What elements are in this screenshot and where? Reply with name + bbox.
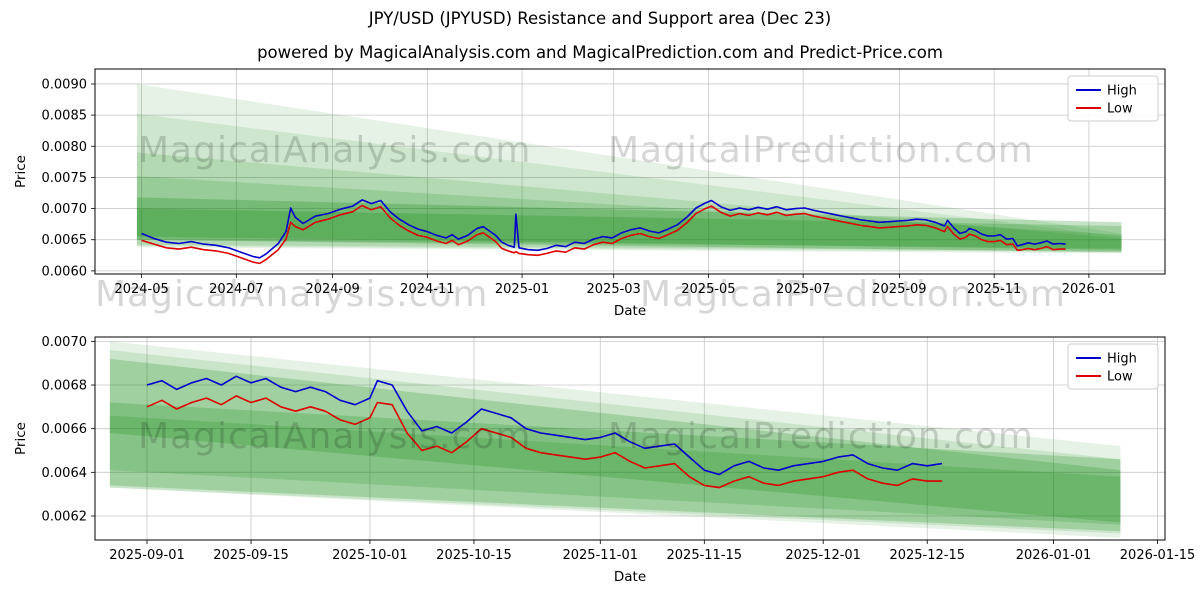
page-title: JPY/USD (JPYUSD) Resistance and Support … (368, 9, 832, 28)
legend: High Low (1067, 75, 1159, 122)
plot-border (94, 68, 1166, 275)
band-polygon (136, 197, 1122, 253)
x-tick-label: 2025-03 (587, 282, 641, 297)
band-polygon (136, 83, 1122, 254)
band-polygon (136, 152, 1122, 251)
y-tick-label: 0.0080 (42, 140, 88, 155)
band-polygon (109, 341, 1121, 538)
legend-label-high: High (1107, 352, 1137, 367)
y-tick-label: 0.0065 (42, 233, 88, 248)
legend-box (1067, 75, 1159, 122)
y-tick-label: 0.0085 (42, 109, 88, 124)
legend-label-high: High (1107, 84, 1137, 99)
plot-border (94, 336, 1166, 541)
x-axis-label: Date (614, 303, 646, 319)
y-tick-label: 0.0062 (42, 509, 88, 524)
support-resistance-bands (136, 83, 1122, 254)
x-tick-label: 2025-07 (776, 282, 830, 297)
x-tick-label: 2025-12-01 (785, 548, 861, 563)
x-tick-label: 2025-09-15 (213, 548, 289, 563)
tick-labels: 2024-05 2024-07 2024-09 2024-11 2025-01 2025-… (42, 77, 1117, 297)
series-line-low (146, 395, 943, 489)
x-tick-label: 2025-09-01 (109, 548, 185, 563)
series-line-high (141, 199, 1066, 259)
grid (95, 337, 1165, 540)
y-axis-label: Price (13, 155, 29, 188)
x-tick-label: 2025-10-15 (436, 548, 512, 563)
x-tick-label: 2026-01-01 (1016, 548, 1092, 563)
x-tick-label: 2025-11-01 (562, 548, 638, 563)
band-polygon (136, 208, 1122, 250)
x-tick-label: 2024-05 (114, 282, 168, 297)
band-polygon (109, 350, 1121, 534)
y-tick-label: 0.0068 (42, 379, 88, 394)
x-tick-label: 2025-11-15 (667, 548, 743, 563)
x-tick-label: 2026-01-15 (1120, 548, 1196, 563)
y-tick-label: 0.0060 (42, 264, 88, 279)
band-polygon (109, 358, 1121, 523)
tick-labels: 2025-09-01 2025-09-15 2025-10-01 2025-10-15… (42, 335, 1196, 563)
legend-label-low: Low (1107, 102, 1133, 117)
x-tick-label: 2025-01 (495, 282, 549, 297)
x-tick-label: 2025-05 (681, 282, 735, 297)
bottom-chart: 2025-09-01 2025-09-15 2025-10-01 2025-10-15… (13, 335, 1196, 585)
legend-label-low: Low (1107, 370, 1133, 385)
x-tick-label: 2025-10-01 (332, 548, 408, 563)
series-line-low (141, 204, 1066, 265)
x-tick-label: 2024-09 (305, 282, 359, 297)
x-tick-label: 2024-07 (209, 282, 263, 297)
tick-marks (91, 83, 1090, 278)
x-tick-label: 2024-11 (400, 282, 454, 297)
support-resistance-bands (109, 341, 1121, 538)
band-polygon (136, 113, 1122, 253)
top-chart: 2024-05 2024-07 2024-09 2024-11 2025-01 2025-… (13, 68, 1166, 319)
y-tick-label: 0.0070 (42, 335, 88, 350)
y-tick-label: 0.0064 (42, 466, 88, 481)
x-tick-label: 2025-12-15 (889, 548, 965, 563)
y-tick-label: 0.0075 (42, 171, 88, 186)
legend: High Low (1067, 343, 1159, 390)
y-tick-label: 0.0066 (42, 422, 88, 437)
y-axis-label: Price (13, 422, 29, 455)
series-line-high (146, 375, 943, 476)
y-tick-label: 0.0070 (42, 202, 88, 217)
grid (95, 69, 1165, 274)
band-polygon (136, 176, 1122, 249)
band-polygon (109, 415, 1121, 525)
page-subtitle: powered by MagicalAnalysis.com and Magic… (257, 43, 943, 62)
band-polygon (109, 402, 1121, 532)
y-tick-label: 0.0090 (42, 77, 88, 92)
legend-box (1067, 343, 1159, 390)
x-axis-label: Date (614, 569, 646, 585)
x-tick-label: 2025-09 (872, 282, 926, 297)
x-tick-label: 2026-01 (1062, 282, 1116, 297)
tick-marks (91, 340, 1158, 544)
x-tick-label: 2025-11 (967, 282, 1021, 297)
